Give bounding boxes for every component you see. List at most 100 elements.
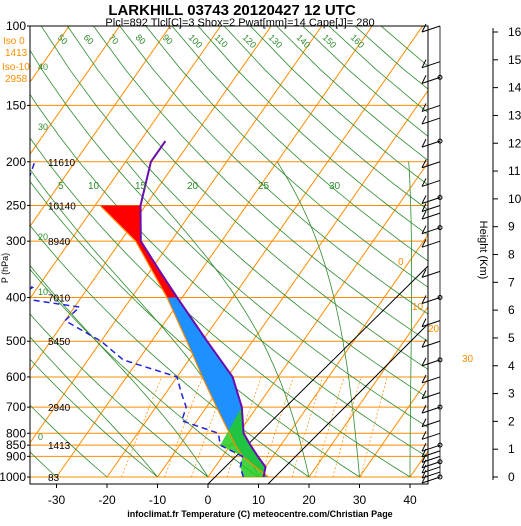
theta-label: 40 bbox=[38, 62, 48, 72]
height-tick-label: 7 bbox=[508, 275, 515, 289]
mixing-ratio-label: 10 bbox=[88, 181, 100, 192]
pressure-tick-label: 1000 bbox=[0, 470, 26, 484]
theta-label: 20 bbox=[38, 232, 48, 242]
height-tick-label: 15 bbox=[508, 53, 521, 67]
mixing-ratio-label: 5 bbox=[58, 181, 64, 192]
pressure-tick-label: 700 bbox=[6, 400, 26, 414]
temperature-tick-label: 20 bbox=[302, 493, 316, 507]
isotherm-line bbox=[0, 26, 221, 477]
wind-barbs bbox=[422, 24, 442, 483]
theta-label: 10 bbox=[38, 287, 48, 297]
pressure-tick-label: 500 bbox=[6, 334, 26, 348]
height-label: 2940 bbox=[48, 403, 71, 414]
height-labels: 11610 10140 8940 7010 5450 2940 1413 83 bbox=[48, 158, 76, 484]
y-axis-label: P (hPa) bbox=[0, 253, 10, 283]
mixing-ratio-line bbox=[165, 377, 203, 477]
iso0-label: Iso 0 bbox=[3, 36, 25, 47]
pressure-tick-label: 900 bbox=[6, 449, 26, 463]
relative-humidity-label: 50 bbox=[56, 32, 70, 46]
dry-adiabat bbox=[67, 26, 521, 477]
height-label: 83 bbox=[48, 473, 60, 484]
pressure-tick-label: 600 bbox=[6, 370, 26, 384]
dry-adiabat bbox=[224, 26, 521, 477]
height-label: 8940 bbox=[48, 237, 71, 248]
wet-bulb-label: 0 bbox=[398, 257, 404, 268]
height-tick-label: 1 bbox=[508, 442, 515, 456]
pressure-tick-label: 400 bbox=[6, 291, 26, 305]
temperature-tick-label: 30 bbox=[353, 493, 367, 507]
chart-footer: infoclimat.fr Temperature (C) meteocentr… bbox=[127, 509, 392, 519]
dry-adiabat bbox=[329, 26, 521, 477]
isotherm-line bbox=[57, 26, 373, 477]
height-tick-label: 3 bbox=[508, 387, 515, 401]
relative-humidity-label: 110 bbox=[213, 32, 230, 49]
y2-axis-label: Height (Km) bbox=[477, 221, 489, 280]
isotherm-line bbox=[410, 26, 521, 477]
wet-bulb-label: 30 bbox=[462, 354, 474, 365]
dry-adiabat bbox=[381, 26, 521, 477]
iso10-value: 2958 bbox=[5, 74, 28, 85]
relative-humidity-label: 140 bbox=[295, 32, 313, 50]
chart-subtitle: Plcl=892 Tlcl[C]=3 Shox=2 Pwat[mm]=14 Ca… bbox=[105, 17, 374, 29]
height-label: 10140 bbox=[48, 201, 76, 212]
theta-label: 30 bbox=[38, 122, 48, 132]
height-tick-label: 10 bbox=[508, 192, 521, 206]
relative-humidity-label: 60 bbox=[82, 32, 96, 46]
temperature-tick-label: -10 bbox=[149, 493, 167, 507]
wet-bulb-label: 10 bbox=[412, 302, 424, 313]
height-tick-label: 14 bbox=[508, 81, 521, 95]
relative-humidity-label: 150 bbox=[321, 32, 339, 50]
height-tick-label: 16 bbox=[508, 25, 521, 39]
mixing-ratio-label: 15 bbox=[135, 181, 147, 192]
relative-humidity-label: 80 bbox=[134, 32, 148, 46]
temperature-tick-label: -20 bbox=[98, 493, 116, 507]
temperature-tick-label: -30 bbox=[48, 493, 66, 507]
relative-humidity-label: 70 bbox=[107, 32, 121, 46]
height-tick-label: 5 bbox=[508, 331, 515, 345]
mixing-ratio-label: 25 bbox=[258, 181, 270, 192]
reference-line bbox=[268, 324, 428, 484]
pressure-tick-label: 100 bbox=[6, 19, 26, 33]
grid-lines bbox=[0, 26, 521, 484]
pressure-tick-label: 200 bbox=[6, 155, 26, 169]
height-label: 5450 bbox=[48, 337, 71, 348]
pressure-tick-label: 250 bbox=[6, 198, 26, 212]
axes: 1001502002503004005006007008008509001000… bbox=[0, 19, 417, 507]
dry-adiabat bbox=[198, 26, 521, 477]
iso0-value: 1413 bbox=[5, 48, 28, 59]
dry-adiabat bbox=[355, 26, 521, 477]
temperature-tick-label: 40 bbox=[403, 493, 417, 507]
temperature-tick-label: 0 bbox=[205, 493, 212, 507]
relative-humidity-label: 100 bbox=[187, 32, 205, 50]
cape-area bbox=[100, 206, 177, 298]
height-tick-label: 12 bbox=[508, 136, 521, 150]
pressure-tick-label: 150 bbox=[6, 98, 26, 112]
height-tick-label: 13 bbox=[508, 108, 521, 122]
mixing-ratio-label: 30 bbox=[329, 181, 341, 192]
mixing-ratio-label: 20 bbox=[187, 181, 199, 192]
relative-humidity-label: 160 bbox=[349, 32, 367, 50]
height-tick-label: 8 bbox=[508, 248, 515, 262]
height-label: 11610 bbox=[48, 158, 76, 169]
height-tick-label: 6 bbox=[508, 303, 515, 317]
relative-humidity-label: 130 bbox=[267, 32, 285, 50]
relative-humidity-label: 90 bbox=[161, 32, 175, 46]
height-tick-label: 2 bbox=[508, 414, 515, 428]
temperature-tick-label: 10 bbox=[252, 493, 266, 507]
temperature-line bbox=[141, 141, 266, 477]
isotherm-line bbox=[107, 26, 423, 477]
height-label: 1413 bbox=[48, 441, 71, 452]
height-tick-label: 11 bbox=[508, 164, 521, 178]
mixing-ratio-line bbox=[122, 377, 162, 477]
height-tick-label: 4 bbox=[508, 359, 515, 373]
moist-adiabat bbox=[409, 162, 412, 477]
height-label: 7010 bbox=[48, 294, 71, 305]
iso10-label: Iso-10 bbox=[2, 62, 30, 73]
height-tick-label: 9 bbox=[508, 220, 515, 234]
theta-label: 0 bbox=[38, 432, 43, 442]
isotherm-line bbox=[208, 26, 521, 477]
